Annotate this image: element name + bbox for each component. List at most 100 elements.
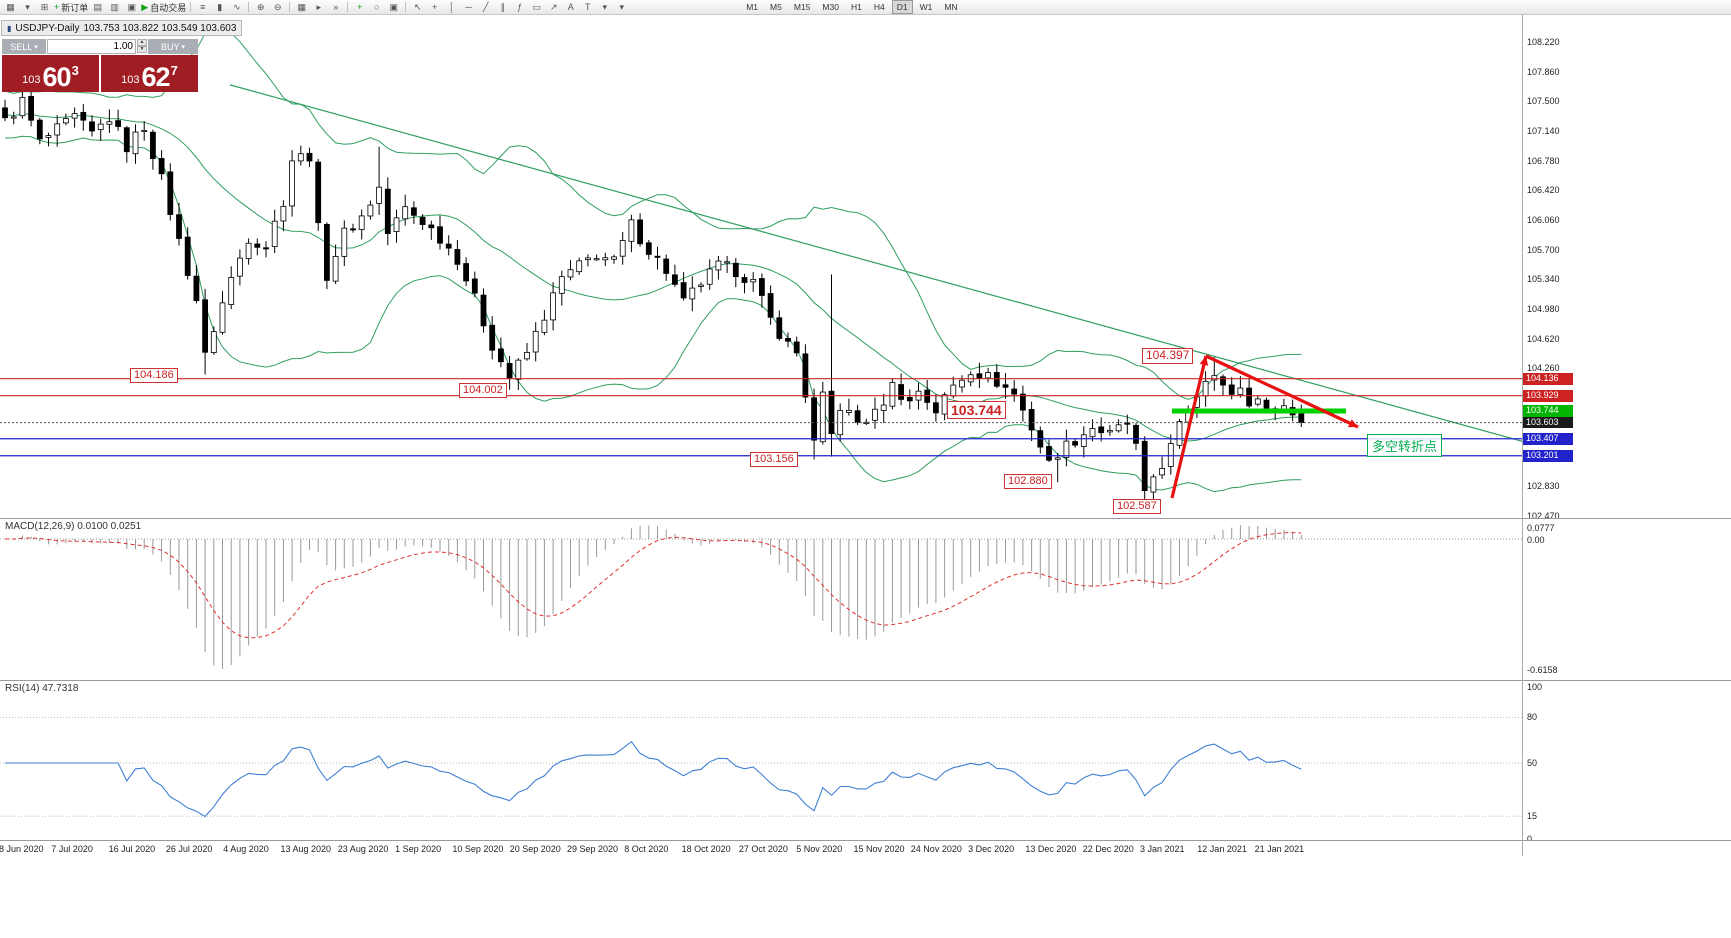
timeframe-group: M1 M5 M15 M30 H1 H4 D1 W1 MN xyxy=(740,0,963,14)
text-label-icon[interactable]: T xyxy=(579,1,596,14)
price-annotation: 103.156 xyxy=(750,452,798,467)
auto-scroll-icon: ▸ xyxy=(316,1,321,12)
chart-panel[interactable]: ▮ USDJPY-Daily 103.753 103.822 103.549 1… xyxy=(0,15,1731,518)
templates-icon[interactable]: ▣ xyxy=(385,1,402,14)
timeframe-d1[interactable]: D1 xyxy=(891,0,913,14)
price-axis-tick: 106.420 xyxy=(1527,185,1560,196)
volume-stepper[interactable]: ▲ ▼ xyxy=(137,39,147,54)
tile-windows-icon[interactable]: ▦ xyxy=(293,1,310,14)
arrows-icon: ↗ xyxy=(549,1,558,12)
trendline-icon[interactable]: ╱ xyxy=(477,1,494,14)
stepper-up-icon[interactable]: ▲ xyxy=(137,39,147,46)
autotrading-button[interactable]: ▶ 自动交易 xyxy=(140,1,187,14)
timeframe-h4[interactable]: H4 xyxy=(873,2,885,12)
new-order-button-label: 新订单 xyxy=(61,2,89,13)
macd-axis-tick: 0.0777 xyxy=(1527,523,1555,533)
zoom-out-icon: ⊖ xyxy=(273,1,282,12)
price-chart[interactable] xyxy=(0,15,1522,518)
date-label: 13 Aug 2020 xyxy=(280,844,332,854)
date-label: 23 Aug 2020 xyxy=(337,844,389,854)
bar-chart-icon[interactable]: ≡ xyxy=(194,1,211,14)
market-watch-icon[interactable]: ▤ xyxy=(89,1,106,14)
price-annotation: 103.744 xyxy=(947,401,1006,420)
shapes-icon: ▭ xyxy=(532,1,541,12)
date-label: 21 Jan 2021 xyxy=(1254,844,1305,854)
text-icon: A xyxy=(567,1,574,12)
indicators-icon[interactable]: + xyxy=(351,1,368,14)
chart-window-dropdown[interactable]: ▾ xyxy=(19,1,36,14)
timeframe-m15[interactable]: M15 xyxy=(793,2,811,12)
cursor-icon: ↖ xyxy=(413,1,422,12)
zoom-in-icon[interactable]: ⊕ xyxy=(252,1,269,14)
sell-price-button[interactable]: 103 60 3 xyxy=(2,55,99,92)
new-order-button[interactable]: + 新订单 xyxy=(53,1,89,14)
date-label: 7 Jul 2020 xyxy=(51,844,93,854)
sell-label: SELL xyxy=(10,41,33,52)
sell-price-sup: 3 xyxy=(71,63,79,78)
chart-shift-icon[interactable]: » xyxy=(327,1,344,14)
equidistant-channel-icon: ∥ xyxy=(500,1,505,12)
horizontal-line-icon: ─ xyxy=(465,1,472,12)
date-label: 27 Oct 2020 xyxy=(738,844,788,854)
price-tag-black: 103.603 xyxy=(1523,416,1573,429)
equidistant-channel-icon[interactable]: ∥ xyxy=(494,1,511,14)
shapes-icon[interactable]: ▭ xyxy=(528,1,545,14)
date-label: 8 Oct 2020 xyxy=(624,844,669,854)
rsi-panel[interactable]: RSI(14) 47.7318 100 80 50 15 0 xyxy=(0,680,1731,840)
timeframe-mn[interactable]: MN xyxy=(944,2,958,12)
line-chart-icon: ∿ xyxy=(232,1,241,12)
sell-button[interactable]: SELL ▾ xyxy=(2,39,46,54)
price-axis-tick: 107.500 xyxy=(1527,96,1560,107)
chart-title: ▮ USDJPY-Daily 103.753 103.822 103.549 1… xyxy=(1,20,243,36)
candlestick-chart-icon[interactable]: ▮ xyxy=(211,1,228,14)
auto-scroll-icon[interactable]: ▸ xyxy=(310,1,327,14)
date-label: 22 Dec 2020 xyxy=(1082,844,1134,854)
timeframe-m1[interactable]: M1 xyxy=(746,2,759,12)
date-label: 3 Dec 2020 xyxy=(968,844,1015,854)
macd-panel[interactable]: MACD(12,26,9) 0.0100 0.0251 0.0777 0.00 -0… xyxy=(0,518,1731,680)
cursor-icon[interactable]: ↖ xyxy=(409,1,426,14)
stepper-down-icon[interactable]: ▼ xyxy=(137,46,147,53)
fibonacci-icon[interactable]: ƒ xyxy=(511,1,528,14)
macd-axis-tick: -0.6158 xyxy=(1527,665,1558,675)
terminal-icon[interactable]: ▣ xyxy=(123,1,140,14)
vertical-line-icon: │ xyxy=(448,1,455,12)
line-style-dropdown: ▾ xyxy=(619,1,624,12)
horizontal-line-icon[interactable]: ─ xyxy=(460,1,477,14)
volume-input[interactable]: 1.00 xyxy=(47,39,136,54)
sell-dropdown-icon[interactable]: ▾ xyxy=(34,43,38,51)
crosshair-icon[interactable]: + xyxy=(426,1,443,14)
sell-price-big: 60 xyxy=(42,62,72,93)
text-icon[interactable]: A xyxy=(562,1,579,14)
periods-icon: ○ xyxy=(374,1,380,12)
price-axis-tick: 107.860 xyxy=(1527,66,1560,77)
data-window-icon[interactable]: ▥ xyxy=(106,1,123,14)
timeframe-w1[interactable]: W1 xyxy=(919,2,933,12)
arrows-icon[interactable]: ↗ xyxy=(545,1,562,14)
price-axis-tick: 105.340 xyxy=(1527,274,1560,285)
timeframe-m30[interactable]: M30 xyxy=(822,2,839,12)
line-chart-icon[interactable]: ∿ xyxy=(228,1,245,14)
buy-price-button[interactable]: 103 62 7 xyxy=(101,55,198,92)
zoom-out-icon[interactable]: ⊖ xyxy=(269,1,286,14)
date-label: 15 Nov 2020 xyxy=(853,844,905,854)
chart-window-icon[interactable]: ▦ xyxy=(2,1,19,14)
autotrading-button: ▶ xyxy=(141,1,149,12)
buy-dropdown-icon[interactable]: ▾ xyxy=(181,43,186,51)
date-label: 1 Sep 2020 xyxy=(395,844,442,854)
periods-icon[interactable]: ○ xyxy=(368,1,385,14)
date-label: 13 Dec 2020 xyxy=(1025,844,1077,854)
line-style-dropdown[interactable]: ▾ xyxy=(613,1,630,14)
timeframe-m5[interactable]: M5 xyxy=(770,2,782,12)
fibonacci-icon: ƒ xyxy=(517,1,523,12)
new-chart-icon[interactable]: ⊞ xyxy=(36,1,53,14)
toolbar-items: ▦ ▾ ⊞ + 新订单 ▤ ▥ ▣ ▶ 自动交易 ≡ ▮ ∿ ⊕ ⊖ ▦ ▸» + ○ ▣ ↖ + │ ─ ╱ ∥ ƒ ▭ ↗ A T ▾ ▾ xyxy=(2,1,630,14)
rsi-label: RSI(14) 47.7318 xyxy=(5,683,79,694)
time-axis[interactable]: 28 Jun 2020 7 Jul 2020 16 Jul 2020 26 Jul 2… xyxy=(0,840,1731,856)
arrow-style-dropdown[interactable]: ▾ xyxy=(596,1,613,14)
vertical-line-icon[interactable]: │ xyxy=(443,1,460,14)
buy-button[interactable]: BUY ▾ xyxy=(148,39,198,54)
timeframe-h1[interactable]: H1 xyxy=(850,2,862,12)
toolbar: ▦ ▾ ⊞ + 新订单 ▤ ▥ ▣ ▶ 自动交易 ≡ ▮ ∿ ⊕ ⊖ ▦ ▸» + ○ ▣ ↖ + │ ─ ╱ ∥ ƒ ▭ ↗ A T ▾ ▾ … xyxy=(0,0,1731,15)
date-label: 18 Oct 2020 xyxy=(681,844,731,854)
